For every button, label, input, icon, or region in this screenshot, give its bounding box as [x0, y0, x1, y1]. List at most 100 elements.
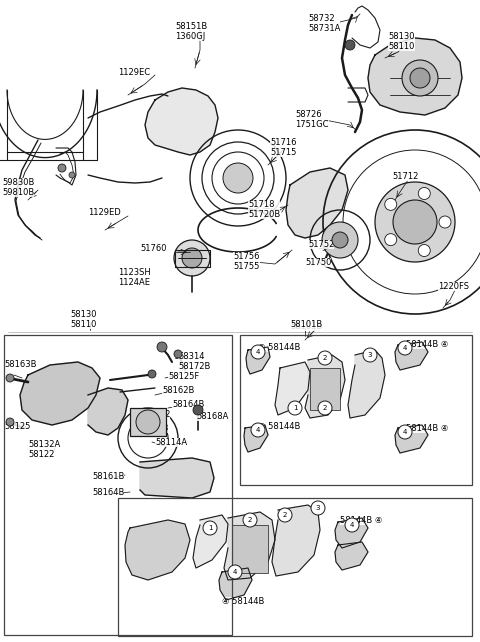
Text: 51718
51720B: 51718 51720B [248, 200, 280, 220]
Circle shape [228, 565, 242, 579]
Circle shape [322, 222, 358, 258]
Circle shape [6, 418, 14, 426]
Polygon shape [305, 355, 345, 418]
Text: 58164B: 58164B [92, 488, 124, 497]
Text: 58101B: 58101B [290, 322, 322, 331]
Text: 4: 4 [403, 429, 407, 435]
Circle shape [193, 405, 203, 415]
Polygon shape [348, 350, 385, 418]
Circle shape [243, 513, 257, 527]
Circle shape [363, 348, 377, 362]
Text: 4: 4 [403, 345, 407, 351]
Circle shape [182, 248, 202, 268]
Text: 1: 1 [208, 525, 212, 531]
Text: 58726
1751GC: 58726 1751GC [295, 110, 328, 130]
Circle shape [439, 216, 451, 228]
Circle shape [402, 60, 438, 96]
Circle shape [223, 163, 253, 193]
Polygon shape [125, 520, 190, 580]
Text: 51712: 51712 [392, 172, 419, 181]
Circle shape [345, 518, 359, 532]
Text: 58130
58110: 58130 58110 [70, 310, 96, 329]
Text: 58163B: 58163B [4, 360, 36, 369]
Circle shape [418, 187, 430, 200]
Text: ④ 58144B: ④ 58144B [258, 422, 300, 431]
Polygon shape [286, 168, 348, 238]
Circle shape [148, 370, 156, 378]
Polygon shape [193, 515, 228, 568]
Polygon shape [224, 512, 275, 580]
Text: 4: 4 [350, 522, 354, 528]
Polygon shape [20, 362, 100, 425]
Circle shape [345, 40, 355, 50]
Circle shape [251, 423, 265, 437]
Circle shape [375, 182, 455, 262]
Polygon shape [88, 388, 128, 435]
Text: 58144B ④: 58144B ④ [340, 516, 383, 525]
Text: 58164B: 58164B [172, 400, 204, 409]
Polygon shape [246, 347, 270, 374]
Text: 2: 2 [323, 355, 327, 361]
Text: ④ 58144B: ④ 58144B [222, 597, 264, 606]
Circle shape [58, 164, 66, 172]
Polygon shape [275, 362, 310, 415]
Bar [118, 498, 472, 636]
Text: 58113: 58113 [142, 424, 168, 433]
Bar [232, 525, 268, 573]
Polygon shape [395, 342, 428, 370]
Text: 58112: 58112 [144, 410, 170, 419]
Bar [130, 408, 166, 436]
Circle shape [318, 351, 332, 365]
Text: 51750: 51750 [305, 258, 331, 267]
Polygon shape [219, 568, 252, 600]
Circle shape [393, 200, 437, 244]
Bar [310, 368, 340, 410]
Circle shape [332, 232, 348, 248]
Text: 58732
58731A: 58732 58731A [308, 14, 340, 33]
Text: 3: 3 [368, 352, 372, 358]
Polygon shape [368, 38, 462, 115]
Text: 4: 4 [233, 569, 237, 575]
Text: 58130
58110: 58130 58110 [388, 32, 415, 51]
Text: 58132A
58122: 58132A 58122 [28, 440, 60, 460]
Text: 51760: 51760 [140, 244, 167, 253]
Text: 58161B: 58161B [92, 472, 124, 481]
Text: 58114A: 58114A [155, 438, 187, 447]
Text: 58314
58172B: 58314 58172B [178, 352, 210, 372]
Polygon shape [335, 518, 368, 548]
Text: 1123SH
1124AE: 1123SH 1124AE [118, 268, 151, 288]
Circle shape [136, 410, 160, 434]
Circle shape [278, 508, 292, 522]
Text: 58101B: 58101B [290, 320, 322, 329]
Text: 58151B
1360GJ: 58151B 1360GJ [175, 22, 207, 41]
Circle shape [174, 350, 182, 358]
Circle shape [410, 68, 430, 88]
Circle shape [251, 345, 265, 359]
Text: 58125F: 58125F [168, 372, 199, 381]
Text: 2: 2 [283, 512, 287, 518]
Circle shape [69, 172, 75, 178]
Circle shape [318, 401, 332, 415]
Text: 58144B ④: 58144B ④ [406, 340, 448, 349]
Text: 4: 4 [256, 427, 260, 433]
Circle shape [385, 234, 397, 246]
Text: 3: 3 [316, 505, 320, 511]
Text: 58168A: 58168A [196, 412, 228, 421]
Text: 51716
51715: 51716 51715 [270, 138, 297, 157]
Polygon shape [395, 425, 428, 453]
Text: 1220FS: 1220FS [438, 282, 469, 291]
Polygon shape [244, 425, 268, 452]
Bar [4, 335, 232, 635]
Text: 1: 1 [293, 405, 297, 411]
Circle shape [6, 374, 14, 382]
Circle shape [157, 342, 167, 352]
Text: 58144B ④: 58144B ④ [406, 424, 448, 433]
Bar [240, 335, 472, 485]
Circle shape [418, 245, 430, 257]
Circle shape [288, 401, 302, 415]
Text: 2: 2 [323, 405, 327, 411]
Polygon shape [335, 542, 368, 570]
Text: 58162B: 58162B [162, 386, 194, 395]
Text: 59830B
59810B: 59830B 59810B [2, 178, 35, 197]
Circle shape [398, 425, 412, 439]
